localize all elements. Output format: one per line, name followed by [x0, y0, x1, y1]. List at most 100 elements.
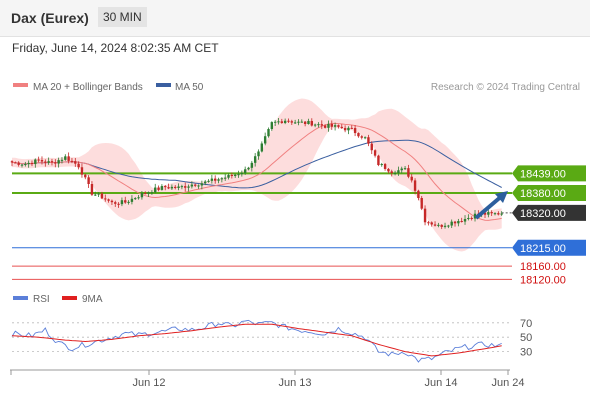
candle-body: [150, 192, 154, 194]
candle-body: [327, 123, 330, 128]
candle-body: [343, 128, 347, 131]
chart-header: Dax (Eurex) 30 MIN: [0, 0, 590, 37]
candle-body: [100, 193, 104, 199]
candle-body: [34, 159, 37, 165]
candle-body: [277, 121, 280, 123]
level-label-5: 18120.00: [520, 274, 566, 286]
candle-body: [114, 202, 117, 204]
candle-body: [250, 162, 254, 168]
candle-body: [493, 213, 497, 215]
candle-body: [357, 133, 360, 137]
candle-body: [80, 167, 84, 175]
candle-body: [450, 221, 453, 226]
candle-body: [287, 120, 290, 122]
candle-body: [87, 177, 90, 185]
ma50-legend-label: MA 50: [175, 82, 204, 93]
ma50-legend-swatch: [156, 83, 171, 87]
candle-body: [240, 172, 244, 175]
candle-body: [157, 187, 160, 190]
candle-body: [430, 222, 433, 225]
candle-body: [84, 174, 87, 178]
forecast-arrow-head: [495, 191, 508, 203]
ma20-legend-swatch: [13, 83, 28, 87]
candle-body: [313, 124, 317, 126]
candle-body: [353, 128, 357, 134]
candle-body: [200, 183, 204, 186]
candle-body: [217, 179, 220, 181]
candle-body: [230, 174, 234, 176]
candle-body: [237, 174, 240, 176]
timeframe-badge[interactable]: 30 MIN: [98, 7, 147, 27]
candle-body: [300, 121, 304, 123]
candle-body: [440, 224, 443, 227]
candle-body: [77, 163, 80, 168]
rsi-tick-30: 30: [520, 347, 532, 359]
candle-body: [184, 186, 187, 188]
candle-body: [207, 180, 210, 182]
rsi-line: [11, 319, 502, 363]
candle-body: [373, 150, 377, 156]
candle-body: [380, 164, 383, 166]
candle-body: [260, 143, 264, 152]
candle-body: [270, 122, 274, 130]
level-label-2: 18320.00: [520, 208, 566, 220]
candle-body: [223, 177, 227, 179]
candle-body: [180, 186, 184, 188]
rsi-ma-line: [11, 323, 502, 357]
candle-body: [293, 122, 297, 124]
candle-body: [154, 187, 157, 193]
candle-body: [307, 120, 310, 125]
candle-body: [330, 123, 333, 127]
candle-body: [117, 203, 120, 205]
candle-body: [350, 127, 353, 129]
candle-body: [390, 171, 393, 174]
candle-body: [160, 186, 164, 190]
candle-body: [30, 162, 34, 165]
candle-body: [310, 120, 313, 126]
candle-body: [447, 225, 450, 227]
candle-body: [323, 125, 327, 128]
candle-body: [470, 217, 473, 219]
candle-body: [283, 120, 287, 123]
candle-body: [170, 186, 174, 189]
candle-body: [340, 126, 343, 129]
candle-body: [40, 160, 44, 162]
candle-body: [433, 224, 437, 226]
candle-body: [393, 172, 397, 174]
candle-body: [267, 129, 270, 137]
candle-body: [120, 200, 124, 205]
rsi-legend-swatch: [13, 296, 28, 300]
candle-body: [57, 160, 60, 164]
candle-body: [37, 159, 40, 161]
candle-body: [337, 125, 340, 127]
candle-body: [74, 161, 77, 164]
level-tag-2: [512, 204, 586, 221]
candle-body: [54, 162, 57, 164]
candle-body: [297, 121, 300, 123]
candle-body: [360, 136, 363, 138]
level-label-0: 18439.00: [520, 168, 566, 180]
candle-body: [10, 161, 14, 163]
candle-body: [257, 151, 260, 157]
ma20-legend-label: MA 20 + Bollinger Bands: [33, 82, 143, 93]
candle-body: [190, 184, 194, 187]
candle-body: [27, 162, 30, 165]
candle-body: [487, 212, 490, 215]
candle-body: [383, 164, 387, 169]
candle-body: [220, 178, 224, 180]
candle-body: [227, 174, 230, 178]
candle-body: [50, 161, 54, 163]
candle-body: [247, 167, 250, 170]
instrument-title: Dax (Eurex): [11, 10, 89, 26]
candle-body: [130, 198, 134, 202]
time-label-0: Jun 12: [132, 377, 165, 389]
candle-body: [333, 125, 337, 127]
candle-body: [253, 156, 257, 163]
candle-body: [363, 137, 367, 139]
candle-body: [17, 162, 20, 165]
candle-body: [497, 213, 500, 215]
candle-body: [233, 174, 237, 176]
candle-body: [70, 160, 74, 162]
candle-body: [320, 124, 323, 126]
candle-body: [213, 178, 217, 181]
